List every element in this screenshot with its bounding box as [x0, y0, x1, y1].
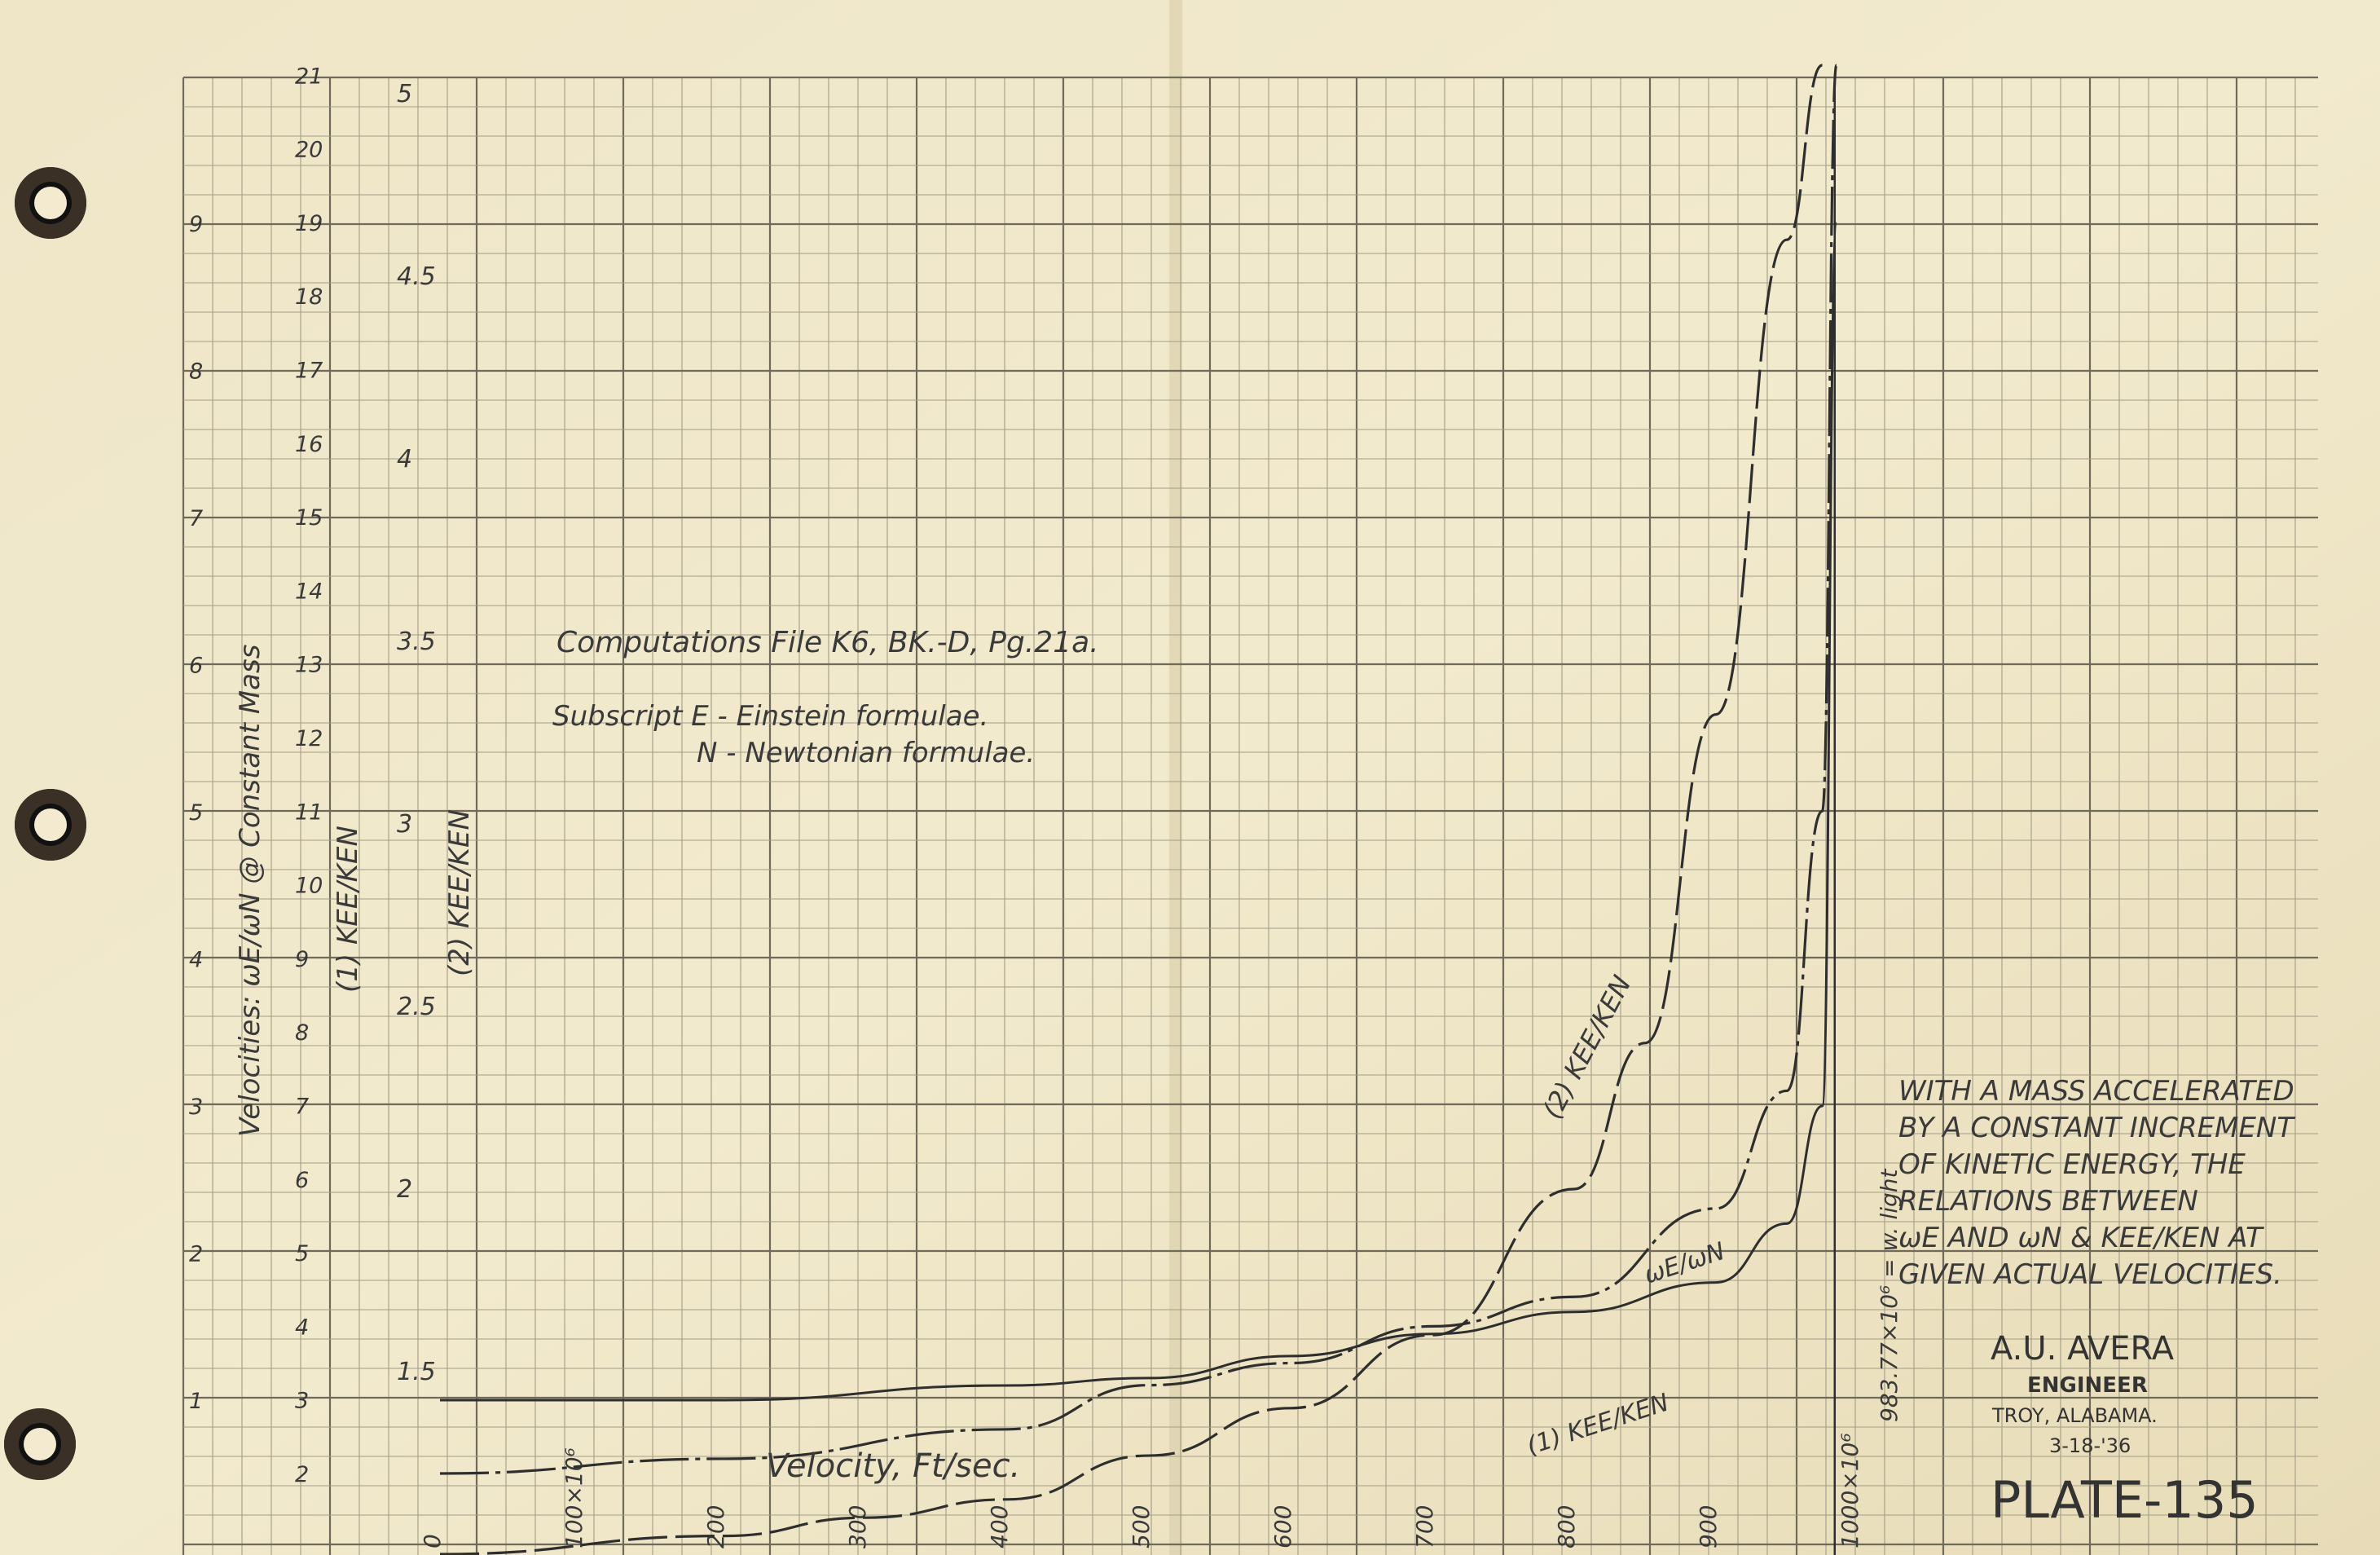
series-line	[439, 64, 1838, 1475]
note-subscript-e: Subscript E - Einstein formulae.	[552, 700, 988, 733]
y-tick-ke1: 19	[295, 211, 323, 236]
y-tick-omega: 9	[189, 212, 203, 237]
y-tick-ke2: 2.5	[397, 993, 436, 1021]
y-tick-omega: 1	[189, 1389, 203, 1414]
y-tick-ke1: 6	[295, 1168, 309, 1193]
y-tick-ke1: 15	[295, 505, 323, 531]
title-line-1: WITH A MASS ACCELERATED	[1898, 1075, 2294, 1108]
binder-hole-middle	[15, 789, 86, 861]
y-axis-label-ke1: (1) KEE/KEN	[332, 826, 364, 993]
y-tick-ke2: 3.5	[397, 628, 436, 656]
y-tick-omega: 6	[189, 654, 203, 679]
x-tick: 1000×10⁶	[1837, 1433, 1863, 1548]
y-tick-ke1: 20	[295, 138, 323, 163]
y-tick-ke2: 4.5	[397, 262, 436, 291]
x-axis-label: Velocity, Ft/sec.	[766, 1447, 1020, 1485]
title-block: WITH A MASS ACCELERATED BY A CONSTANT IN…	[1898, 1075, 2295, 1291]
y-axis-label-omega: Velocities: ωE/ωN @ Constant Mass	[234, 645, 266, 1137]
note-subscript-n: N - Newtonian formulae.	[697, 737, 1035, 769]
grid	[182, 76, 2318, 1555]
y-tick-ke1: 9	[295, 947, 309, 972]
series-line	[440, 222, 1838, 1402]
x-tick: 600	[1269, 1505, 1296, 1548]
title-line-4: RELATIONS BETWEEN	[1898, 1185, 2198, 1218]
y-tick-ke1: 17	[295, 359, 323, 384]
y-tick-ke1: 3	[295, 1389, 309, 1414]
y-tick-ke1: 2	[295, 1462, 309, 1487]
page-fold	[1169, 0, 1182, 1555]
x-tick: 800	[1553, 1505, 1580, 1548]
x-tick: 700	[1411, 1505, 1438, 1548]
title-line-5: ωE AND ωN & KEE/KEN AT	[1898, 1222, 2264, 1254]
x-axis-ticks: 0 100×10⁶ 200 300 400 500 600 700 800 900 1000×10⁶	[419, 1433, 1863, 1548]
y-tick-ke1: 7	[295, 1095, 309, 1120]
y-tick-ke1: 12	[295, 726, 323, 751]
y-tick-ke1: 13	[295, 653, 323, 678]
plate-number: PLATE-135	[1991, 1470, 2259, 1530]
signature-date: 3-18-'36	[2049, 1434, 2131, 1457]
curves	[439, 64, 1838, 1555]
binder-hole-bottom	[4, 1408, 76, 1480]
y-tick-ke1: 5	[295, 1241, 309, 1266]
title-line-3: OF KINETIC ENERGY, THE	[1898, 1148, 2246, 1181]
y-tick-ke1: 18	[295, 284, 323, 310]
x-tick: 900	[1695, 1505, 1722, 1548]
y-tick-ke1: 8	[295, 1020, 309, 1046]
x-tick: 400	[986, 1505, 1013, 1548]
y-tick-ke1: 16	[295, 432, 323, 457]
y-tick-ke2: 1.5	[397, 1358, 436, 1386]
x-tick: 300	[844, 1505, 871, 1548]
y-axis-label-ke2: (2) KEE/KEN	[443, 809, 476, 976]
binder-hole-top	[15, 167, 86, 239]
y-axis-ticks: 1234567892345678910111213141516171819202…	[189, 64, 436, 1487]
y-tick-ke2: 2	[397, 1175, 412, 1204]
light-speed-label: 983.77×10⁶ = w. light	[1876, 1168, 1903, 1422]
engineer-name: A.U. AVERA	[1991, 1330, 2175, 1368]
y-tick-omega: 7	[189, 506, 203, 531]
y-tick-ke2: 3	[397, 810, 412, 839]
x-tick: 500	[1128, 1505, 1155, 1548]
x-tick: 200	[702, 1505, 729, 1548]
y-tick-ke1: 14	[295, 579, 323, 604]
y-tick-omega: 5	[189, 800, 203, 826]
y-tick-ke2: 4	[397, 445, 412, 474]
engineer-title: ENGINEER	[2027, 1373, 2148, 1398]
y-tick-omega: 4	[189, 948, 203, 973]
title-line-6: GIVEN ACTUAL VELOCITIES.	[1898, 1258, 2282, 1291]
y-tick-ke2: 5	[397, 80, 412, 108]
y-tick-ke1: 10	[295, 874, 323, 899]
engineer-place: TROY, ALABAMA.	[1991, 1404, 2158, 1427]
y-tick-omega: 8	[189, 359, 203, 385]
series-line	[439, 64, 1823, 1555]
y-tick-ke1: 21	[295, 64, 323, 89]
x-tick: 0	[419, 1534, 446, 1548]
title-line-2: BY A CONSTANT INCREMENT	[1898, 1112, 2295, 1144]
x-tick: 100×10⁶	[561, 1447, 587, 1548]
y-tick-omega: 3	[189, 1095, 203, 1120]
y-tick-ke1: 11	[295, 800, 323, 825]
y-tick-omega: 2	[189, 1242, 203, 1267]
y-tick-ke1: 4	[295, 1315, 309, 1340]
note-computations: Computations File K6, BK.-D, Pg.21a.	[557, 626, 1099, 659]
signature-block: A.U. AVERA ENGINEER TROY, ALABAMA. 3-18-…	[1991, 1330, 2259, 1530]
